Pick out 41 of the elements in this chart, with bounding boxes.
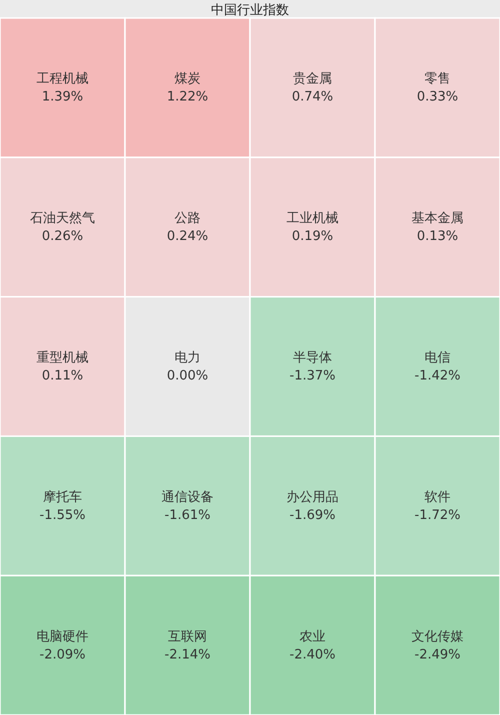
tile-name: 石油天然气 (30, 211, 95, 226)
tile-name: 零售 (424, 72, 450, 87)
value-label: -1.69% (290, 508, 336, 523)
value-label: -2.49% (414, 647, 460, 662)
tile-name: 基本金属 (412, 211, 464, 226)
value-label: 0.11% (42, 368, 84, 384)
tile-name: 文化传媒 (412, 629, 464, 644)
tile-name: 通信设备 (162, 490, 214, 505)
value-label: 0.24% (166, 229, 208, 244)
tile-name: 电力 (174, 350, 200, 366)
value-label: -2.40% (290, 647, 336, 662)
tile-name: 电脑硬件 (36, 629, 88, 644)
value-label: 1.22% (166, 90, 208, 105)
tile-name: 摩托车 (43, 490, 82, 505)
value-label: -1.72% (414, 508, 460, 523)
tile-name: 重型机械 (36, 350, 88, 366)
value-label: 0.13% (416, 229, 458, 244)
tile-name: 公路 (174, 211, 200, 226)
value-label: 0.26% (42, 229, 84, 244)
value-label: 0.33% (416, 90, 458, 105)
value-label: -1.37% (290, 368, 336, 384)
tile-name: 半导体 (293, 350, 332, 366)
tile-name: 贵金属 (293, 72, 332, 87)
tile-name: 软件 (424, 490, 450, 505)
value-label: 0.00% (166, 368, 208, 384)
tile-name: 农业 (300, 629, 326, 644)
title: 中国行业指数 (211, 3, 289, 18)
value-label: 1.39% (42, 90, 84, 105)
tile-name: 办公用品 (286, 490, 338, 505)
value-label: -2.14% (164, 647, 210, 662)
tile-name: 工程机械 (36, 72, 88, 87)
value-label: 0.19% (292, 229, 334, 244)
value-label: -2.09% (40, 647, 86, 662)
tile-name: 工业机械 (286, 211, 338, 226)
value-label: -1.55% (40, 508, 86, 523)
tile-name: 电信 (424, 350, 450, 366)
value-label: -1.61% (164, 508, 210, 523)
value-label: -1.42% (414, 368, 460, 384)
tile-name: 煤炭 (174, 72, 200, 87)
value-label: 0.74% (292, 90, 334, 105)
tile-name: 互联网 (168, 629, 207, 644)
